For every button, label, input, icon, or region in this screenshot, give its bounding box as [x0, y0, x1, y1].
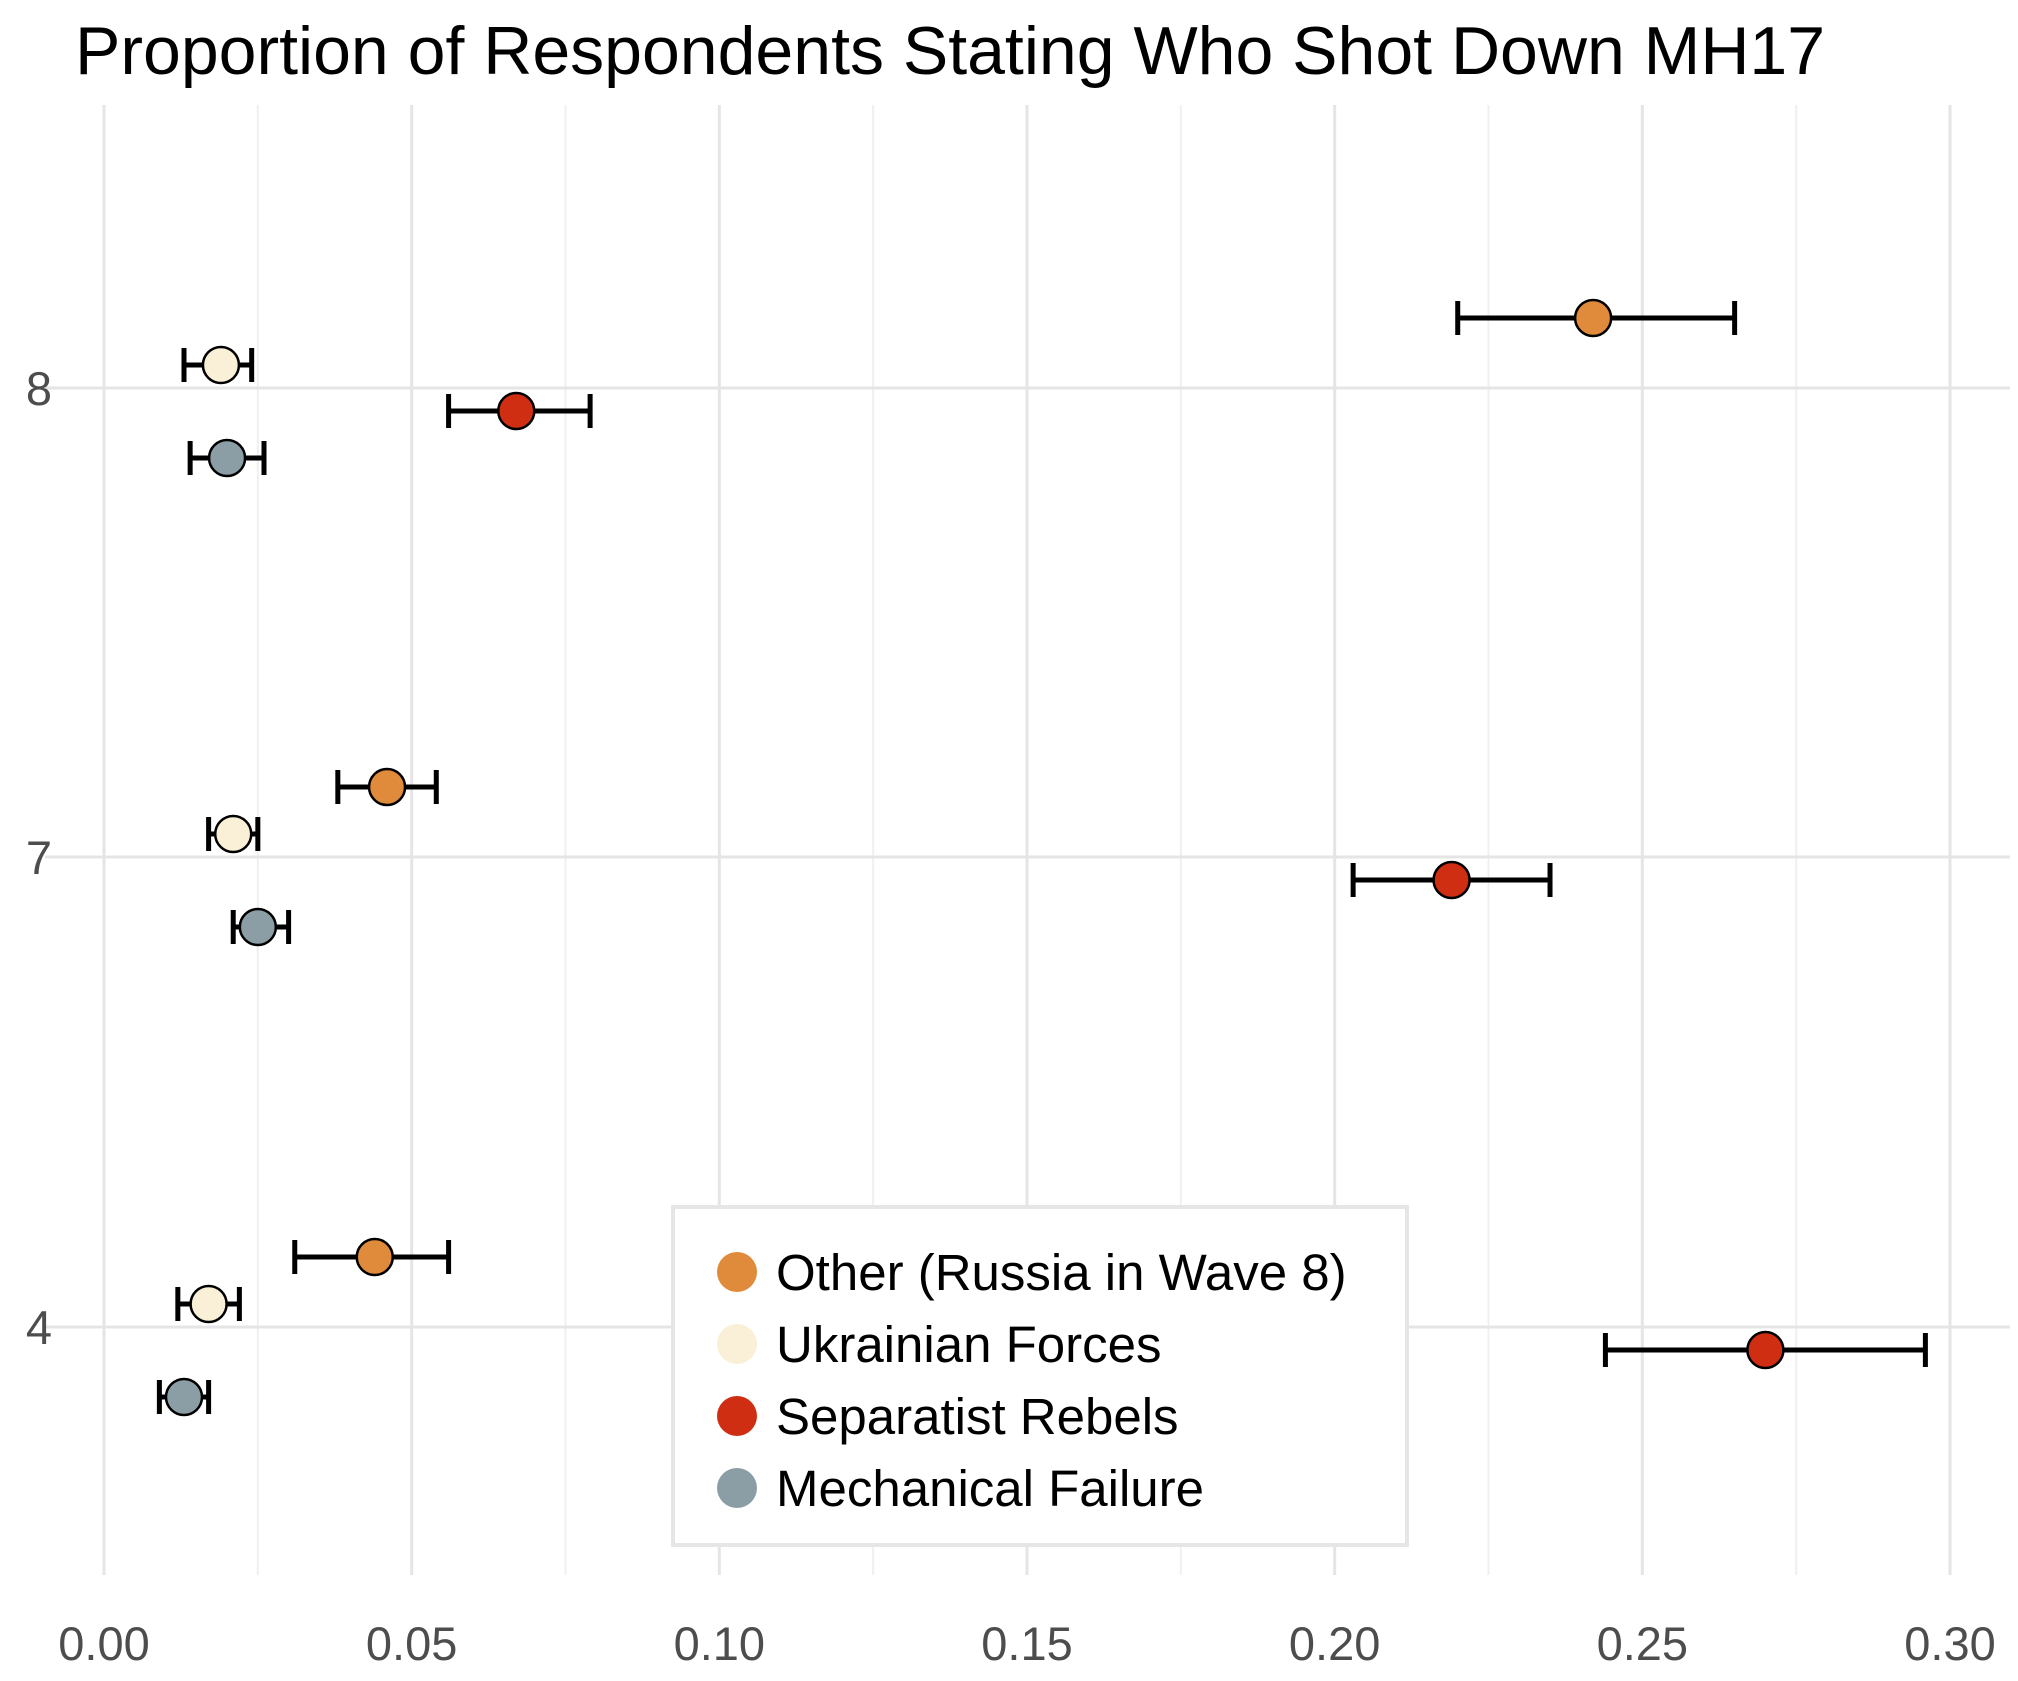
x-tick-label: 0.25: [1597, 1617, 1688, 1670]
data-point: [367, 767, 407, 807]
data-point: [164, 1377, 204, 1417]
x-tick-label: 0.15: [981, 1617, 1072, 1670]
legend-label: Other (Russia in Wave 8): [776, 1244, 1347, 1301]
x-tick-label: 0.20: [1289, 1617, 1380, 1670]
data-point: [355, 1237, 394, 1277]
legend-label: Ukrainian Forces: [776, 1316, 1161, 1373]
legend-label: Mechanical Failure: [776, 1460, 1204, 1517]
y-tick-label: 7: [26, 831, 52, 884]
data-point: [189, 1284, 228, 1324]
x-tick-label: 0.05: [366, 1617, 457, 1670]
grid-minor-lines: [256, 105, 1798, 1575]
data-point: [213, 814, 253, 854]
y-axis-tick-labels: 8 7 4: [26, 362, 52, 1354]
data-point: [1746, 1330, 1785, 1370]
x-tick-label: 0.10: [674, 1617, 765, 1670]
legend-key: [717, 1324, 757, 1364]
legend-key: [717, 1396, 757, 1436]
data-point: [497, 391, 536, 431]
legend-key: [717, 1468, 757, 1508]
y-tick-label: 4: [26, 1301, 52, 1354]
data-point: [1573, 298, 1613, 338]
data-point: [238, 907, 278, 947]
y-tick-label: 8: [26, 362, 52, 415]
data-points: [164, 298, 1785, 1417]
data-point: [207, 438, 247, 478]
legend: Other (Russia in Wave 8) Ukrainian Forces…: [671, 1205, 1409, 1547]
x-tick-label: 0.30: [1904, 1617, 1995, 1670]
x-tick-label: 0.00: [58, 1617, 149, 1670]
legend-label: Separatist Rebels: [776, 1388, 1179, 1445]
legend-items: Other (Russia in Wave 8) Ukrainian Forces…: [717, 1244, 1347, 1517]
data-point: [1432, 860, 1471, 900]
data-point: [201, 345, 241, 385]
legend-box: [671, 1205, 1409, 1547]
x-axis-tick-labels: 0.00 0.05 0.10 0.15 0.20 0.25 0.30: [58, 1617, 1995, 1670]
legend-key: [717, 1252, 757, 1292]
chart-title: Proportion of Respondents Stating Who Sh…: [75, 13, 1825, 89]
